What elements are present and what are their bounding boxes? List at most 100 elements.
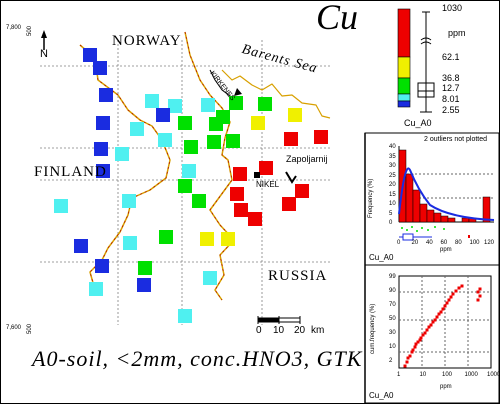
cdf-ytick: 70 <box>389 302 396 308</box>
sample-square-yellow <box>221 232 235 246</box>
cdf-point <box>421 333 425 337</box>
cdf-point <box>476 298 480 302</box>
cdf-point <box>406 356 410 360</box>
histogram-ytick: 20 <box>389 182 396 188</box>
scale-unit: km <box>311 325 325 336</box>
cdf-point <box>429 323 433 327</box>
sample-square-red <box>248 212 262 226</box>
cdf-point <box>449 295 453 299</box>
sample-square-cyan <box>203 271 217 285</box>
histogram-chart <box>398 146 495 241</box>
sample-square-blue <box>96 164 110 178</box>
place-nikel: NIKEL <box>256 180 280 189</box>
cdf-point <box>413 345 417 349</box>
sample-square-green <box>138 261 152 275</box>
cdf-point <box>433 318 437 322</box>
sample-square-red <box>282 197 296 211</box>
histogram-ylabel: Frequency (%) <box>368 178 374 218</box>
histogram-ytick: 10 <box>389 201 396 207</box>
legend-boxplot <box>417 11 435 113</box>
cdf-ytick: 30 <box>389 330 396 336</box>
sample-square-green <box>178 179 192 193</box>
cdf-point <box>478 287 482 291</box>
sample-square-green <box>216 110 230 124</box>
map-grid <box>40 40 330 325</box>
sample-square-yellow <box>288 108 302 122</box>
sample-square-cyan <box>123 236 137 250</box>
cdf-xtick: 100 <box>442 372 453 378</box>
legend-caption: Cu_A0 <box>404 118 432 128</box>
cdf-point <box>419 336 423 340</box>
histogram-xtick: 20 <box>411 240 419 246</box>
coord-side-top: 500 <box>27 25 33 36</box>
cdf-point <box>476 290 480 294</box>
sample-square-red <box>314 130 328 144</box>
coord-bottom: 7,600 <box>6 325 22 331</box>
sample-square-green <box>184 140 198 154</box>
cdf-point <box>441 307 445 311</box>
sample-square-blue <box>156 108 170 122</box>
scale-tick-0: 0 <box>256 325 262 336</box>
histogram-note: 2 outliers not plotted <box>424 136 488 143</box>
legend-value-max: 1030 <box>442 3 463 13</box>
histogram-ytick: 35 <box>389 153 396 160</box>
cdf-frame <box>364 264 500 404</box>
scale-tick-10: 10 <box>273 325 285 336</box>
cdf-chart <box>398 275 492 369</box>
legend-value-5: 8.01 <box>442 94 460 104</box>
sample-square-green <box>207 135 221 149</box>
histogram-ytick: 40 <box>389 144 396 150</box>
cdf-point <box>423 331 427 335</box>
sample-square-cyan <box>115 147 129 161</box>
place-zapoljarnij: Zapoljarnij <box>286 154 328 164</box>
cdf-xtick: 1 <box>397 372 401 378</box>
coord-side-bottom: 500 <box>27 323 33 334</box>
scale-bar <box>257 316 301 324</box>
cdf-ytick: 99 <box>389 274 396 280</box>
cdf-xlabel: ppm <box>440 384 452 390</box>
sample-square-blue <box>137 278 151 292</box>
cdf-point <box>411 348 415 352</box>
cdf-point <box>445 301 449 305</box>
sample-square-cyan <box>54 199 68 213</box>
sample-square-green <box>226 134 240 148</box>
coord-top: 7,800 <box>6 25 22 31</box>
sample-square-cyan <box>145 94 159 108</box>
cdf-point <box>427 325 431 329</box>
sample-square-yellow <box>200 232 214 246</box>
cdf-xtick: 10 <box>419 372 427 378</box>
sample-square-cyan <box>201 98 215 112</box>
cdf-ytick: 90 <box>389 288 396 294</box>
histogram-caption: Cu_A0 <box>369 253 394 262</box>
cdf-point <box>414 342 418 346</box>
histogram-xtick: 0 <box>397 240 401 246</box>
sample-square-blue <box>83 48 97 62</box>
sample-square-cyan <box>168 99 182 113</box>
cdf-point <box>431 320 435 324</box>
cdf-point <box>451 292 455 296</box>
legend-value-2: 62.1 <box>442 52 460 62</box>
cdf-point <box>410 350 414 354</box>
cdf-point <box>443 304 447 308</box>
cdf-ytick: 2 <box>389 358 393 364</box>
cdf-point <box>418 338 422 342</box>
cdf-xtick: 10000 <box>487 372 500 378</box>
cdf-xtick: 1000 <box>464 372 478 378</box>
country-label-russia: RUSSIA <box>268 268 328 284</box>
scale-tick-20: 20 <box>294 325 306 336</box>
cdf-caption: Cu_A0 <box>369 391 394 400</box>
country-label-finland: FINLAND <box>34 164 107 180</box>
sample-square-red <box>259 161 273 175</box>
histogram-xtick: 100 <box>469 240 480 246</box>
sample-square-red <box>230 187 244 201</box>
sample-square-red <box>284 132 298 146</box>
country-label-norway: NORWAY <box>112 33 182 49</box>
cdf-point <box>437 312 441 316</box>
cdf-ytick: 10 <box>389 344 396 350</box>
sample-square-cyan <box>158 133 172 147</box>
sample-square-red <box>234 203 248 217</box>
north-arrow-icon <box>41 30 47 50</box>
cdf-point <box>408 354 412 358</box>
cdf-point <box>403 364 407 368</box>
